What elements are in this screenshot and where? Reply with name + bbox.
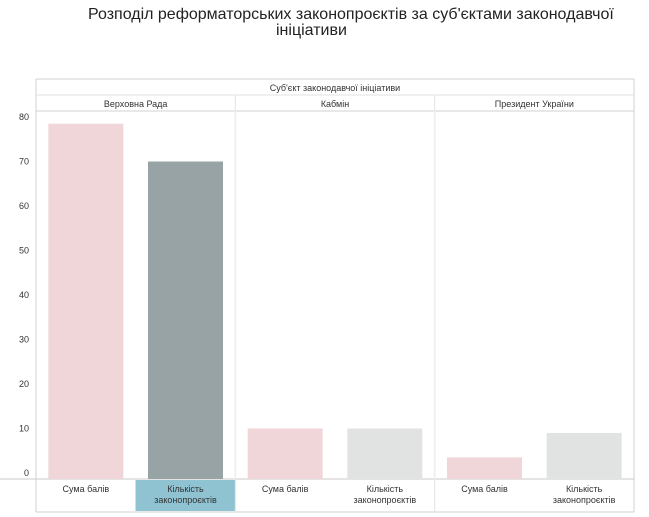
y-tick-label: 10 xyxy=(19,424,29,434)
x-tick-label: Сума балів xyxy=(461,484,508,494)
group-header-label: Суб'єкт законодавчої ініціативи xyxy=(270,83,400,93)
group-separator-band xyxy=(433,111,436,479)
y-tick-label: 70 xyxy=(19,157,29,167)
group-name-label: Верховна Рада xyxy=(104,99,168,109)
group-separator-band xyxy=(234,111,237,479)
x-tick-label: Кількість законопроєктів xyxy=(154,484,217,505)
bar xyxy=(347,428,423,479)
bar xyxy=(48,123,124,480)
bar-label-highlight xyxy=(135,480,236,511)
chart-title: Розподіл реформаторських законопроєктів … xyxy=(88,7,628,39)
y-tick-label: 40 xyxy=(19,290,29,300)
y-tick-label: 80 xyxy=(19,112,29,122)
bar xyxy=(148,161,223,479)
y-tick-label: 0 xyxy=(24,468,29,478)
y-tick-label: 20 xyxy=(19,379,29,389)
y-tick-label: 60 xyxy=(19,201,29,211)
x-tick-label: Кількість законопроєктів xyxy=(553,484,616,505)
group-name-label: Президент України xyxy=(495,99,574,109)
bar xyxy=(247,428,323,479)
y-tick-label: 50 xyxy=(19,246,29,256)
y-tick-label: 30 xyxy=(19,335,29,345)
x-tick-label: Кількість законопроєктів xyxy=(354,484,417,505)
group-name-label: Кабмін xyxy=(321,99,349,109)
x-tick-label: Сума балів xyxy=(63,484,110,494)
chart-title-line1: Розподіл реформаторських законопроєктів … xyxy=(88,6,614,23)
bar xyxy=(546,432,622,479)
x-tick-label: Сума балів xyxy=(262,484,309,494)
chart-title-line2: ініціативи xyxy=(276,22,347,39)
bar xyxy=(447,457,522,479)
